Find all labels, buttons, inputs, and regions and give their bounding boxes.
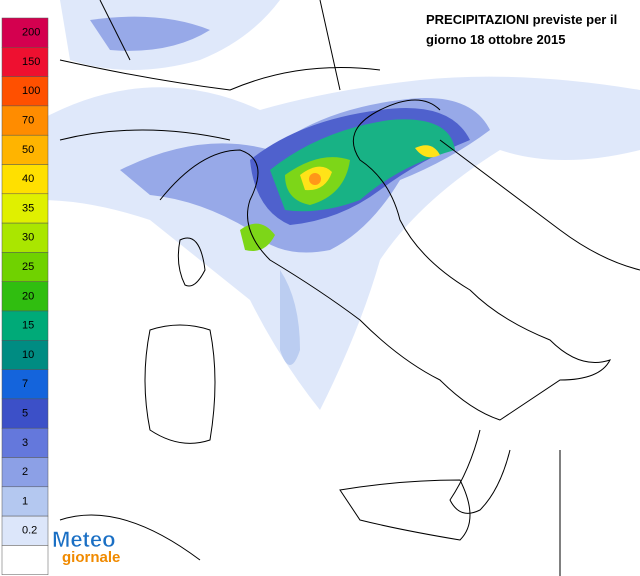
legend-swatch bbox=[1, 369, 49, 400]
legend-swatch bbox=[1, 486, 49, 517]
legend-swatch bbox=[1, 47, 49, 77]
legend-label: 50 bbox=[22, 144, 34, 156]
legend-label: 1 bbox=[22, 495, 28, 507]
legend-label: 35 bbox=[22, 202, 34, 214]
legend-swatch bbox=[1, 515, 49, 546]
legend-swatch bbox=[1, 310, 49, 341]
title-line-1: PRECIPITAZIONI previste per il bbox=[426, 12, 617, 27]
legend-label: 0.2 bbox=[22, 525, 37, 537]
legend-swatch bbox=[1, 193, 49, 224]
legend-swatch bbox=[1, 457, 49, 488]
coastlines bbox=[59, 0, 640, 576]
legend-label: 25 bbox=[22, 261, 34, 273]
legend-swatch bbox=[1, 398, 49, 429]
legend-swatch bbox=[1, 427, 49, 458]
legend-label: 3 bbox=[22, 437, 28, 449]
legend-swatch-empty bbox=[1, 545, 49, 575]
legend-label: 200 bbox=[22, 27, 40, 39]
logo-line-1: Meteo bbox=[52, 527, 116, 552]
legend-label: 40 bbox=[22, 173, 34, 185]
legend: 200 150 100 70 50 40 35 30 25 20 15 10 7 5 3 2 1 0.2 bbox=[1, 17, 49, 575]
legend-label: 7 bbox=[22, 378, 28, 390]
legend-label: 10 bbox=[22, 349, 34, 361]
legend-swatch bbox=[1, 252, 49, 282]
legend-swatch bbox=[1, 164, 49, 195]
legend-swatch bbox=[1, 340, 49, 370]
title-line-2: giorno 18 ottobre 2015 bbox=[426, 32, 565, 47]
legend-swatch bbox=[1, 17, 49, 48]
legend-label: 5 bbox=[22, 407, 28, 419]
precipitation bbox=[40, 0, 640, 411]
legend-label: 30 bbox=[22, 232, 34, 244]
legend-label: 15 bbox=[22, 320, 34, 332]
logo-line-2: giornale bbox=[62, 549, 120, 566]
legend-label: 2 bbox=[22, 466, 28, 478]
legend-label: 150 bbox=[22, 56, 40, 68]
legend-swatch bbox=[1, 76, 49, 107]
legend-label: 100 bbox=[22, 85, 40, 97]
legend-label: 20 bbox=[22, 290, 34, 302]
legend-swatch bbox=[1, 134, 49, 165]
legend-swatch bbox=[1, 281, 49, 312]
legend-label: 70 bbox=[22, 114, 34, 126]
legend-swatch bbox=[1, 222, 49, 253]
